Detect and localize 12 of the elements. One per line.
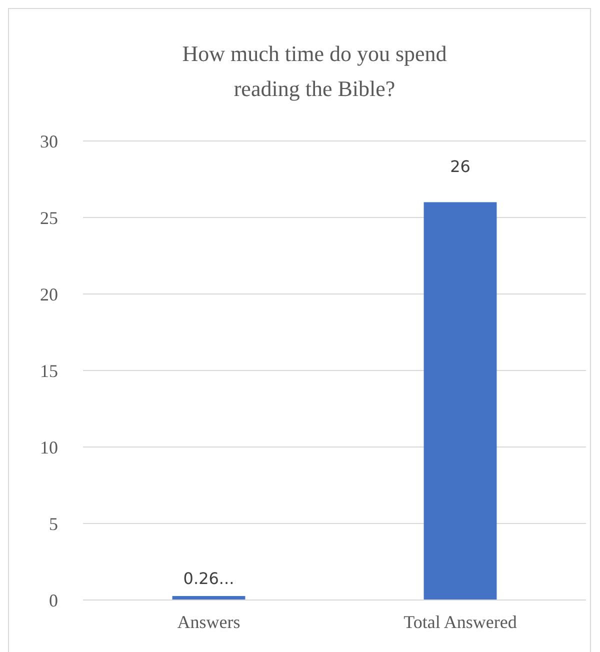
chart-title: How much time do you spend reading the Bible?	[182, 41, 447, 101]
x-tick-label: Answers	[177, 612, 240, 632]
y-tick-label: 0	[49, 590, 58, 610]
y-tick-label: 5	[49, 514, 58, 534]
data-label: 0.26...	[183, 569, 234, 588]
y-tick-label: 15	[40, 360, 58, 381]
y-tick-label: 30	[40, 131, 58, 152]
y-tick-label: 20	[40, 284, 58, 304]
data-label: 26	[450, 157, 470, 176]
y-tick-label: 10	[40, 437, 58, 458]
y-tick-label: 25	[40, 208, 58, 228]
x-tick-label: Total Answered	[404, 612, 517, 632]
